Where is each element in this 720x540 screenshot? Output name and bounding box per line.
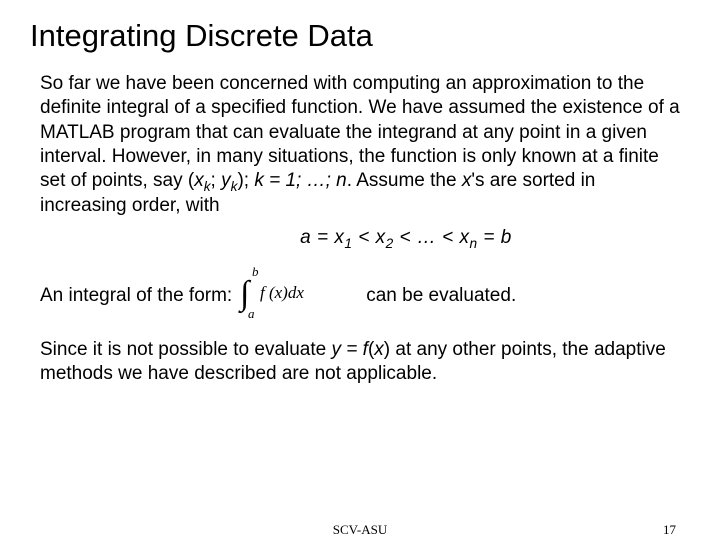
paragraph-3: Since it is not possible to evaluate y =…	[40, 338, 682, 387]
p1-xk-sub: k	[204, 179, 211, 194]
int-upper: b	[252, 264, 259, 279]
p1-text-c: . Assume the	[347, 170, 462, 191]
integral-symbol: b ∫ a f (x)dx	[234, 264, 304, 327]
int-integrand: f (x)dx	[260, 283, 304, 302]
paragraph-1: So far we have been concerned with compu…	[40, 72, 682, 218]
int-lower: a	[248, 306, 255, 320]
p1-sep1: ;	[211, 170, 222, 191]
body-text: So far we have been concerned with compu…	[40, 72, 682, 386]
slide-title: Integrating Discrete Data	[30, 18, 692, 54]
integral-tail: can be evaluated.	[366, 284, 516, 308]
inequality: a = x1 < x2 < … < xn = b	[300, 227, 512, 248]
slide: Integrating Discrete Data So far we have…	[0, 0, 720, 540]
p1-yk: y	[221, 170, 231, 191]
p1-x: x	[462, 170, 472, 191]
p1-kpart: k = 1; …; n	[254, 170, 346, 191]
page-number: 17	[663, 522, 676, 538]
p3-text-a: Since it is not possible to evaluate	[40, 339, 332, 360]
p1-xk: x	[194, 170, 204, 191]
integral-line: An integral of the form: b ∫ a f (x)dx c…	[40, 264, 682, 327]
footer-center: SCV-ASU	[333, 522, 387, 538]
p3-y: y = f	[332, 339, 368, 360]
p1-text-b: );	[237, 170, 254, 191]
integral-lead: An integral of the form:	[40, 284, 232, 308]
p3-xx: x	[374, 339, 384, 360]
inequality-line: a = x1 < x2 < … < xn = b	[40, 226, 682, 250]
